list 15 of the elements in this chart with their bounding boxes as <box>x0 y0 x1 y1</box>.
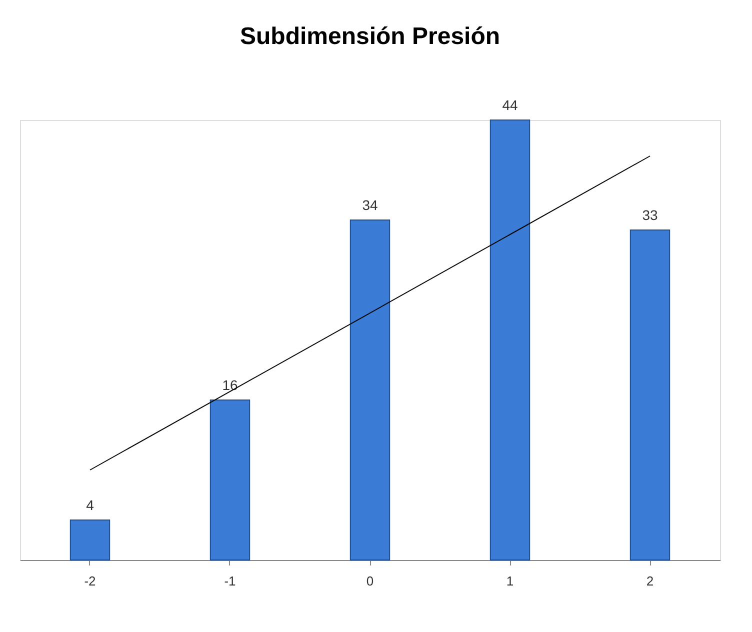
data-label: 4 <box>86 497 94 513</box>
bar <box>350 220 390 560</box>
x-tick-label: 0 <box>366 574 374 588</box>
bar <box>490 120 530 560</box>
x-tick-label: 2 <box>646 574 654 588</box>
bar <box>630 230 670 560</box>
x-tick-label: -1 <box>224 574 236 588</box>
data-label: 44 <box>502 97 518 113</box>
bar <box>210 400 250 560</box>
bar <box>70 520 110 560</box>
x-tick-label: 1 <box>506 574 514 588</box>
x-tick-label: -2 <box>84 574 96 588</box>
chart-title: Subdimensión Presión <box>240 23 500 50</box>
data-label: 33 <box>642 207 658 223</box>
data-label: 34 <box>362 197 378 213</box>
